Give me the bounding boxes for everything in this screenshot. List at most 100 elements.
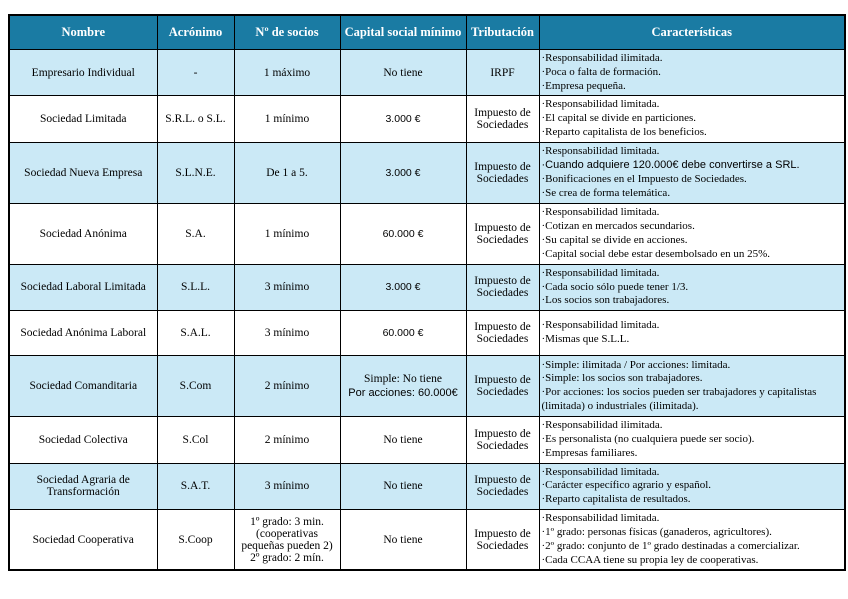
- caracteristica-line: ·Cotizan en mercados secundarios.: [541, 219, 695, 232]
- cell-capital: Simple: No tiene Por acciones: 60.000€: [339, 355, 467, 418]
- cell-capital: No tiene: [339, 462, 467, 510]
- cell-acronimo: -: [156, 48, 235, 97]
- table-row-sociedad-anonima: Sociedad Anónima S.A. 1 mínimo 60.000 € …: [8, 202, 846, 265]
- cell-nombre: Sociedad Laboral Limitada: [8, 263, 158, 312]
- cell-caracteristicas: ·Responsabilidad limitada. ·El capital s…: [538, 95, 846, 143]
- cell-socios: 2 mínimo: [233, 416, 341, 464]
- cell-caracteristicas: ·Responsabilidad limitada. ·1º grado: pe…: [538, 508, 846, 571]
- table-row-empresario-individual: Empresario Individual - 1 máximo No tien…: [8, 48, 846, 97]
- caracteristica-line: ·Poca o falta de formación.: [541, 65, 661, 78]
- cell-socios: 1 máximo: [233, 48, 341, 97]
- caracteristica-line: ·Responsabilidad ilimitada.: [541, 419, 663, 432]
- table-row-sociedad-comanditaria: Sociedad Comanditaria S.Com 2 mínimo Sim…: [8, 355, 846, 418]
- caracteristica-line: ·Empresa pequeña.: [541, 79, 626, 92]
- cell-tributacion: Impuesto de Sociedades: [465, 310, 540, 357]
- caracteristica-line: ·2º grado: conjunto de 1º grado destinad…: [541, 539, 800, 552]
- header-caracteristicas: Características: [538, 14, 846, 50]
- table-row-sociedad-colectiva: Sociedad Colectiva S.Col 2 mínimo No tie…: [8, 416, 846, 464]
- table-row-sociedad-nueva-empresa: Sociedad Nueva Empresa S.L.N.E. De 1 a 5…: [8, 141, 846, 204]
- table-row-sociedad-agraria-de-transformacion: Sociedad Agraria de Transformación S.A.T…: [8, 462, 846, 510]
- cell-caracteristicas: ·Responsabilidad limitada. ·Cotizan en m…: [538, 202, 846, 265]
- header-row: Nombre Acrónimo Nº de socios Capital soc…: [8, 14, 846, 50]
- cell-tributacion: Impuesto de Sociedades: [465, 462, 540, 510]
- header-capital-social-minimo: Capital social mínimo: [339, 14, 467, 50]
- cell-tributacion: Impuesto de Sociedades: [465, 202, 540, 265]
- cell-tributacion: Impuesto de Sociedades: [465, 141, 540, 204]
- caracteristica-line: ·Carácter específico agrario y español.: [541, 479, 712, 492]
- cell-caracteristicas: ·Responsabilidad ilimitada. ·Poca o falt…: [538, 48, 846, 97]
- caracteristica-line: ·Por acciones: los socios pueden ser tra…: [541, 386, 817, 412]
- cell-socios: 3 mínimo: [233, 310, 341, 357]
- capital-line-por-acciones: Por acciones: 60.000€: [348, 387, 458, 400]
- cell-acronimo: S.Com: [156, 355, 235, 418]
- cell-capital: 60.000 €: [339, 202, 467, 265]
- caracteristica-line: ·Cada socio sólo puede tener 1/3.: [541, 280, 689, 293]
- cell-socios: 3 mínimo: [233, 263, 341, 312]
- cell-capital: 3.000 €: [339, 95, 467, 143]
- cell-tributacion: Impuesto de Sociedades: [465, 263, 540, 312]
- cell-capital: No tiene: [339, 416, 467, 464]
- caracteristica-line: ·Simple: ilimitada / Por acciones: limit…: [541, 358, 731, 371]
- caracteristica-line: ·Reparto capitalista de los beneficios.: [541, 125, 707, 138]
- caracteristica-line: ·Responsabilidad limitada.: [541, 98, 660, 111]
- cell-nombre: Sociedad Limitada: [8, 95, 158, 143]
- cell-tributacion: Impuesto de Sociedades: [465, 416, 540, 464]
- caracteristica-line: ·Mismas que S.L.L.: [541, 333, 630, 346]
- caracteristica-line: ·Responsabilidad limitada.: [541, 319, 660, 332]
- table-row-sociedad-anonima-laboral: Sociedad Anónima Laboral S.A.L. 3 mínimo…: [8, 310, 846, 357]
- caracteristica-line: ·Es personalista (no cualquiera puede se…: [541, 432, 755, 445]
- cell-acronimo: S.Col: [156, 416, 235, 464]
- cell-caracteristicas: ·Responsabilidad limitada. ·Cuando adqui…: [538, 141, 846, 204]
- cell-capital: 3.000 €: [339, 263, 467, 312]
- header-nombre: Nombre: [8, 14, 158, 50]
- caracteristica-line: ·Reparto capitalista de resultados.: [541, 493, 691, 506]
- cell-caracteristicas: ·Responsabilidad limitada. ·Carácter esp…: [538, 462, 846, 510]
- caracteristica-line: ·Responsabilidad limitada.: [541, 206, 660, 219]
- header-tributacion: Tributación: [465, 14, 540, 50]
- caracteristica-line: ·Cuando adquiere 120.000€ debe convertir…: [541, 158, 800, 171]
- cell-acronimo: S.A.: [156, 202, 235, 265]
- caracteristica-line: ·Su capital se divide en acciones.: [541, 233, 688, 246]
- caracteristica-line: ·Responsabilidad ilimitada.: [541, 52, 663, 64]
- caracteristica-line: ·El capital se divide en particiones.: [541, 112, 697, 125]
- caracteristica-line: ·Responsabilidad limitada.: [541, 266, 660, 279]
- cell-socios: 3 mínimo: [233, 462, 341, 510]
- cell-tributacion: Impuesto de Sociedades: [465, 508, 540, 571]
- cell-acronimo: S.R.L. o S.L.: [156, 95, 235, 143]
- cell-caracteristicas: ·Responsabilidad limitada. ·Mismas que S…: [538, 310, 846, 357]
- cell-nombre: Sociedad Comanditaria: [8, 355, 158, 418]
- company-types-table: Nombre Acrónimo Nº de socios Capital soc…: [8, 14, 846, 572]
- cell-capital: 3.000 €: [339, 141, 467, 204]
- table-row-sociedad-laboral-limitada: Sociedad Laboral Limitada S.L.L. 3 mínim…: [8, 263, 846, 312]
- cell-socios: De 1 a 5.: [233, 141, 341, 204]
- cell-nombre: Empresario Individual: [8, 48, 158, 97]
- cell-capital: 60.000 €: [339, 310, 467, 357]
- cell-capital: No tiene: [339, 48, 467, 97]
- cell-nombre: Sociedad Nueva Empresa: [8, 141, 158, 204]
- table-row-sociedad-cooperativa: Sociedad Cooperativa S.Coop 1º grado: 3 …: [8, 508, 846, 571]
- cell-acronimo: S.A.T.: [156, 462, 235, 510]
- header-acronimo: Acrónimo: [156, 14, 235, 50]
- cell-tributacion: Impuesto de Sociedades: [465, 355, 540, 418]
- caracteristica-line: ·Responsabilidad limitada.: [541, 465, 660, 478]
- cell-nombre: Sociedad Agraria de Transformación: [8, 462, 158, 510]
- cell-nombre: Sociedad Colectiva: [8, 416, 158, 464]
- caracteristica-line: ·Responsabilidad limitada.: [541, 512, 660, 525]
- caracteristica-line: ·Responsabilidad limitada.: [541, 145, 660, 158]
- cell-caracteristicas: ·Responsabilidad limitada. ·Cada socio s…: [538, 263, 846, 312]
- cell-nombre: Sociedad Anónima: [8, 202, 158, 265]
- table-body: Empresario Individual - 1 máximo No tien…: [8, 48, 846, 571]
- caracteristica-line: ·Capital social debe estar desembolsado …: [541, 247, 771, 260]
- cell-tributacion: Impuesto de Sociedades: [465, 95, 540, 143]
- cell-capital: No tiene: [339, 508, 467, 571]
- caracteristica-line: ·Bonificaciones en el Impuesto de Socied…: [541, 172, 747, 185]
- table-header: Nombre Acrónimo Nº de socios Capital soc…: [8, 14, 846, 50]
- cell-caracteristicas: ·Responsabilidad ilimitada. ·Es personal…: [538, 416, 846, 464]
- cell-socios: 1º grado: 3 min. (cooperativas pequeñas …: [233, 508, 341, 571]
- cell-caracteristicas: ·Simple: ilimitada / Por acciones: limit…: [538, 355, 846, 418]
- caracteristica-line: ·Se crea de forma telemática.: [541, 186, 671, 199]
- caracteristica-line: ·1º grado: personas físicas (ganaderos, …: [541, 525, 772, 538]
- capital-line-simple: Simple: No tiene: [364, 373, 442, 386]
- cell-acronimo: S.A.L.: [156, 310, 235, 357]
- cell-nombre: Sociedad Anónima Laboral: [8, 310, 158, 357]
